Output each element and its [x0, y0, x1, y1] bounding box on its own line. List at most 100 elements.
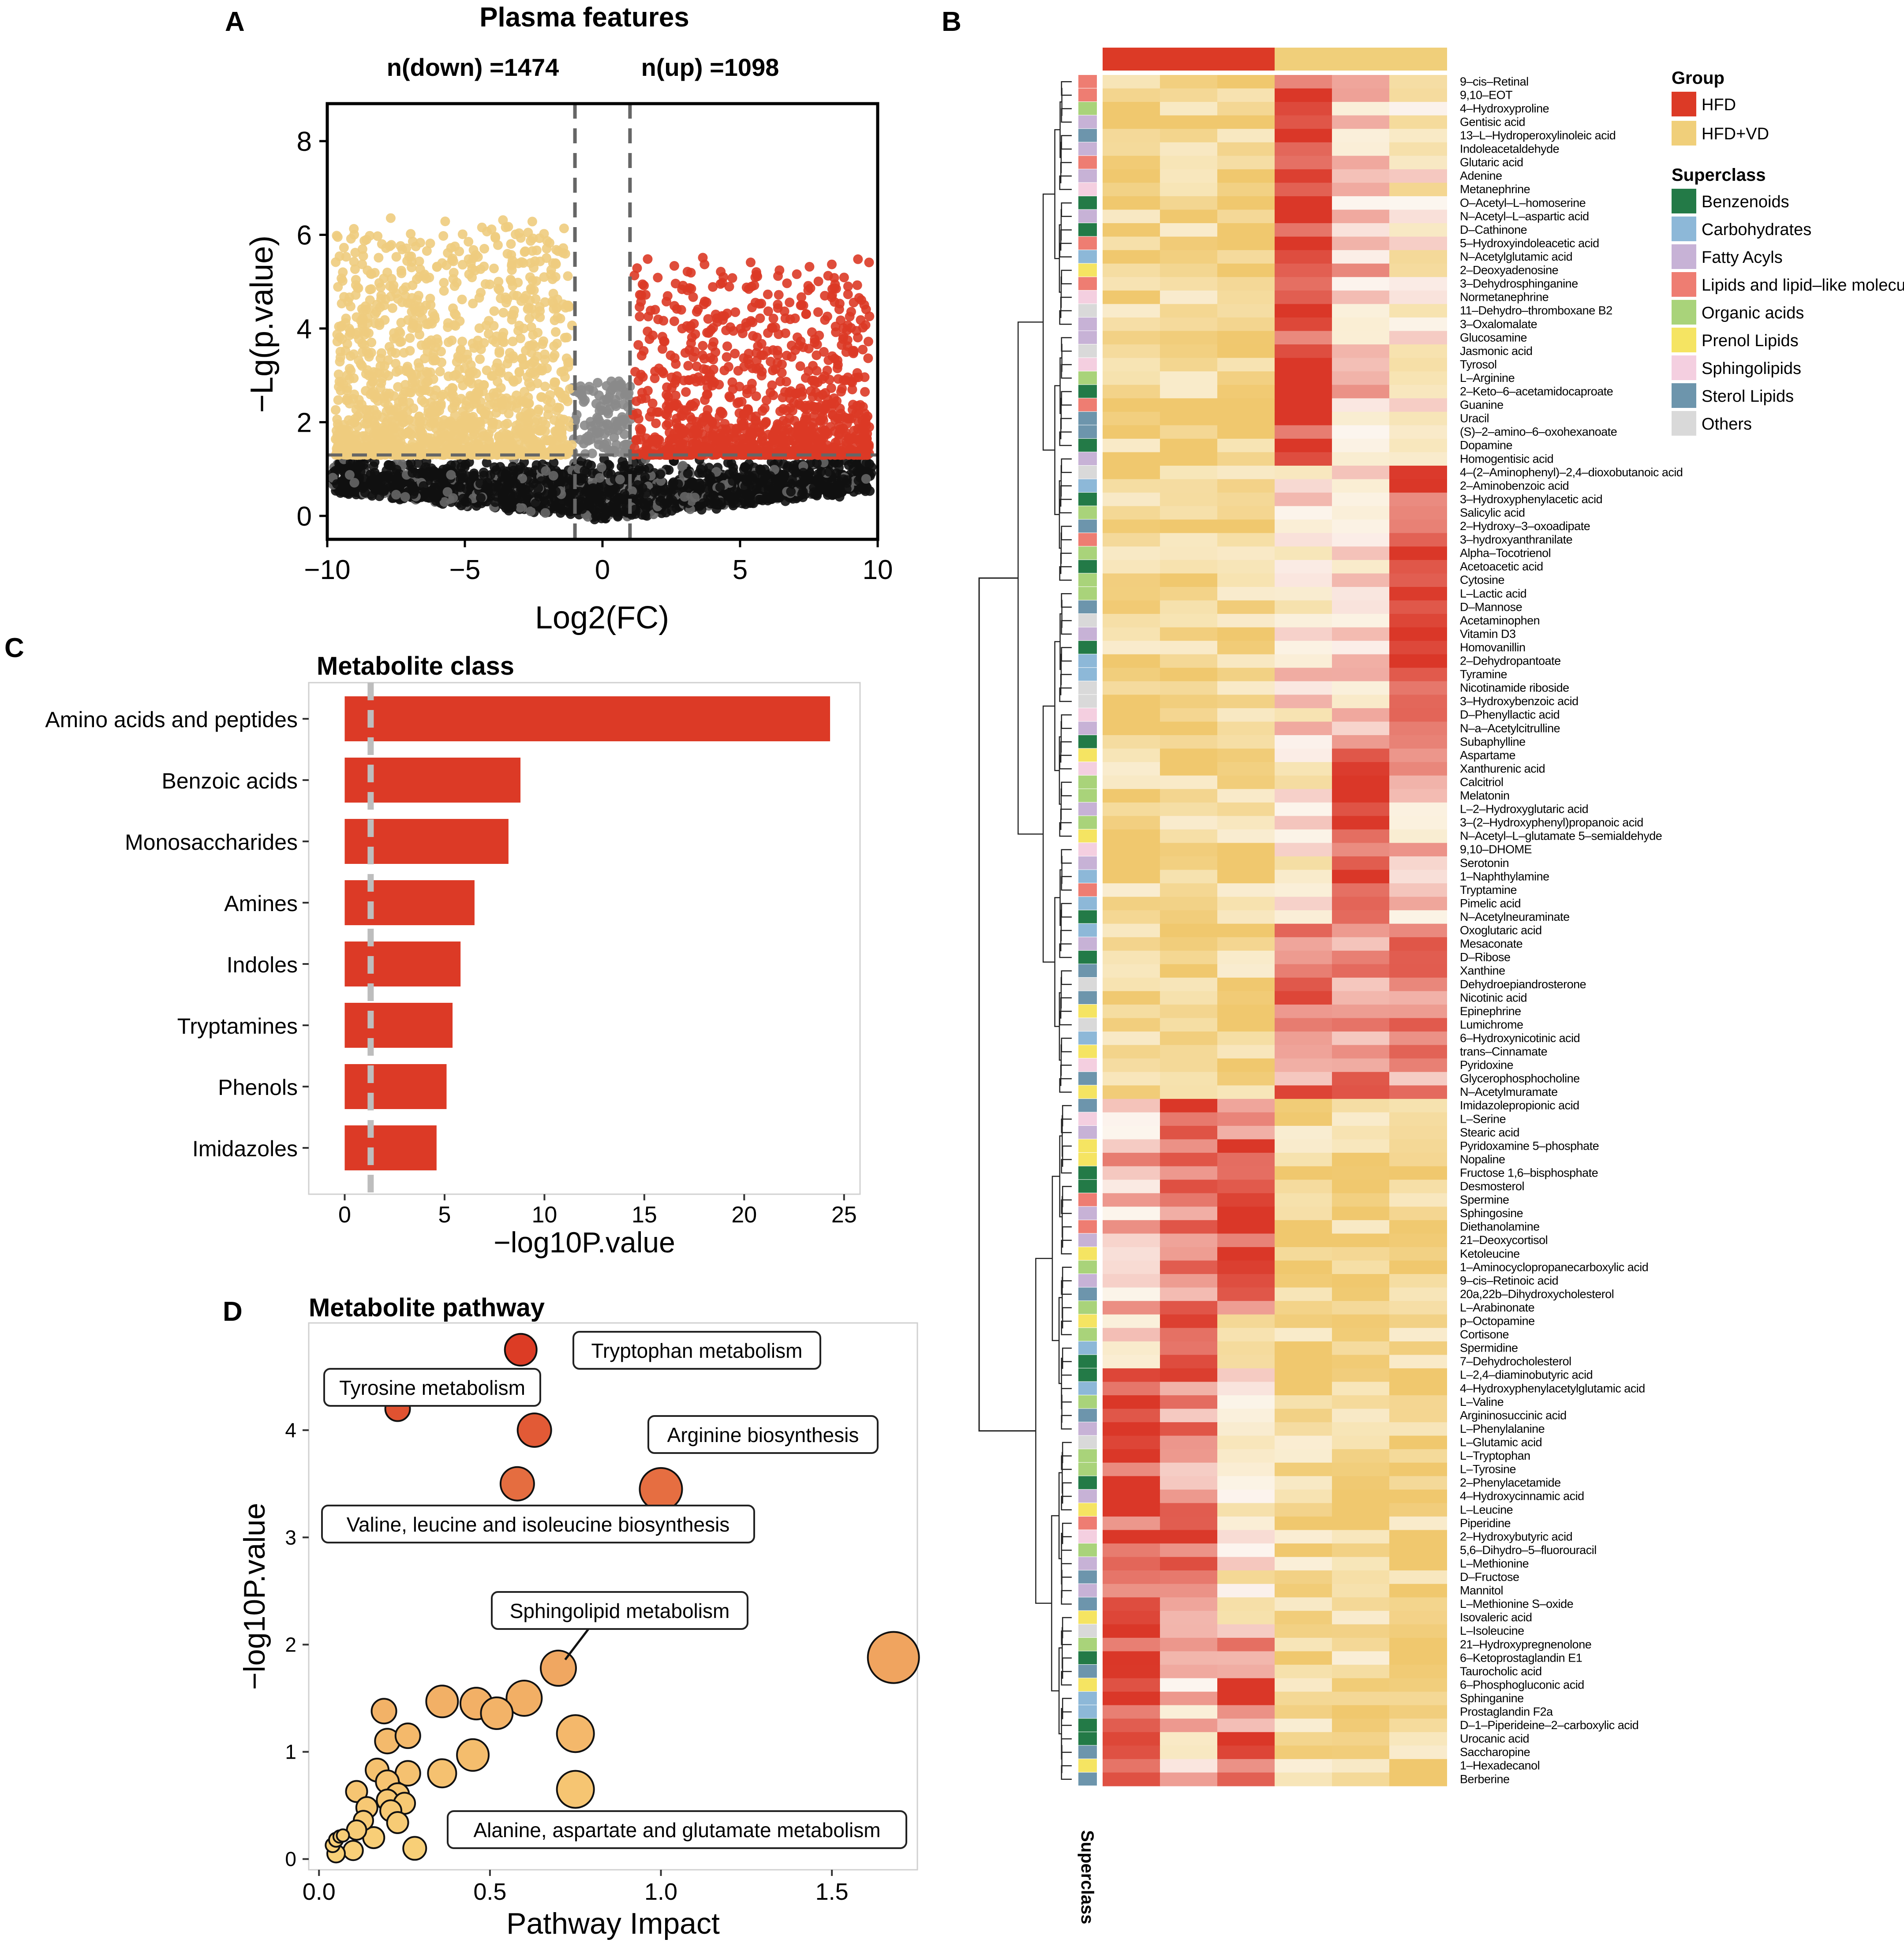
- volcano-point: [447, 404, 457, 413]
- volcano-point: [491, 482, 501, 492]
- volcano-point: [756, 494, 766, 504]
- heatmap-row-dendrogram: [978, 81, 1072, 1780]
- volcano-point: [377, 348, 386, 358]
- volcano-point: [480, 279, 490, 289]
- volcano-point: [779, 459, 789, 469]
- volcano-point: [484, 438, 494, 448]
- heatmap-cell: [1103, 344, 1160, 359]
- volcano-point: [738, 433, 748, 444]
- heatmap-cell: [1160, 344, 1218, 359]
- heatmap-cell: [1389, 493, 1447, 507]
- heatmap-cell: [1332, 304, 1390, 318]
- heatmap-cell: [1217, 344, 1275, 359]
- volcano-point: [361, 235, 371, 245]
- volcano-point: [344, 470, 355, 480]
- volcano-point: [491, 408, 501, 418]
- heatmap-superclass-cell: [1078, 371, 1097, 385]
- heatmap-superclass-cell: [1078, 1530, 1097, 1543]
- volcano-point: [555, 420, 565, 430]
- heatmap-superclass-cell: [1078, 519, 1097, 533]
- volcano-point: [364, 425, 374, 434]
- volcano-point: [359, 330, 370, 340]
- dendrogram-branch: [1061, 1267, 1072, 1288]
- volcano-point: [782, 278, 792, 288]
- volcano-point: [476, 288, 486, 298]
- volcano-point: [724, 282, 734, 291]
- volcano-x-tick-label: 0: [595, 555, 610, 585]
- volcano-point: [827, 402, 837, 412]
- volcano-point: [823, 394, 833, 404]
- heatmap-cell: [1217, 142, 1275, 156]
- heatmap-cell: [1275, 88, 1332, 102]
- heatmap-superclass-cell: [1078, 1422, 1097, 1435]
- volcano-point: [406, 429, 416, 439]
- volcano-point: [591, 428, 602, 438]
- volcano-point: [679, 375, 689, 385]
- volcano-point: [794, 340, 804, 351]
- volcano-point: [370, 449, 381, 460]
- volcano-point: [595, 473, 605, 483]
- volcano-point: [643, 497, 653, 508]
- volcano-point: [615, 474, 625, 485]
- volcano-point: [633, 376, 643, 386]
- heatmap-superclass-cell: [1078, 910, 1097, 923]
- volcano-point: [777, 437, 787, 447]
- heatmap-cell: [1389, 263, 1447, 277]
- volcano-point: [501, 470, 511, 479]
- heatmap-cell: [1160, 196, 1218, 210]
- volcano-point: [579, 438, 589, 448]
- volcano-point: [816, 467, 826, 477]
- volcano-point: [334, 382, 344, 392]
- volcano-point: [516, 296, 526, 306]
- heatmap-cell: [1389, 398, 1447, 412]
- volcano-threshold-lines: [327, 104, 878, 539]
- heatmap-group-cell: [1332, 48, 1390, 71]
- volcano-point: [526, 284, 536, 294]
- heatmap-cell: [1332, 196, 1390, 210]
- volcano-point: [640, 472, 650, 482]
- volcano-point: [526, 236, 536, 246]
- volcano-point: [680, 492, 690, 502]
- volcano-point: [471, 250, 481, 260]
- heatmap-cell: [1160, 425, 1218, 439]
- volcano-point: [615, 416, 625, 426]
- heatmap-superclass-cell: [1078, 1180, 1097, 1193]
- volcano-point: [374, 253, 384, 263]
- volcano-point: [610, 380, 620, 390]
- volcano-point: [779, 306, 789, 316]
- volcano-point: [763, 306, 773, 316]
- volcano-point: [693, 372, 703, 382]
- heatmap-superclass-cell: [1078, 1584, 1097, 1597]
- volcano-point: [525, 359, 535, 370]
- volcano-point: [410, 486, 420, 496]
- volcano-point: [347, 443, 357, 453]
- volcano-point: [751, 391, 761, 401]
- volcano-point: [528, 478, 539, 488]
- volcano-point: [415, 387, 425, 397]
- volcano-point: [507, 502, 517, 512]
- heatmap-superclass-cell: [1078, 641, 1097, 654]
- volcano-point: [345, 328, 355, 338]
- volcano-point: [818, 412, 828, 422]
- volcano-point: [792, 388, 802, 398]
- heatmap-superclass-cell: [1078, 1597, 1097, 1610]
- dendrogram-branch: [1061, 1388, 1072, 1403]
- volcano-point: [649, 487, 659, 497]
- heatmap-cell: [1389, 331, 1447, 345]
- volcano-point: [526, 322, 536, 332]
- volcano-point: [406, 388, 416, 398]
- volcano-point: [653, 273, 663, 283]
- volcano-point: [680, 348, 690, 358]
- volcano-point: [647, 398, 658, 408]
- volcano-point: [552, 429, 562, 439]
- heatmap-cell: [1275, 371, 1332, 385]
- volcano-point: [360, 488, 370, 497]
- volcano-point: [475, 417, 484, 427]
- volcano-point: [774, 265, 785, 275]
- volcano-point: [527, 217, 537, 227]
- volcano-point: [542, 243, 552, 254]
- volcano-point: [636, 425, 646, 435]
- volcano-point: [750, 298, 760, 308]
- heatmap-superclass-cell: [1078, 1287, 1097, 1301]
- volcano-point: [506, 239, 516, 249]
